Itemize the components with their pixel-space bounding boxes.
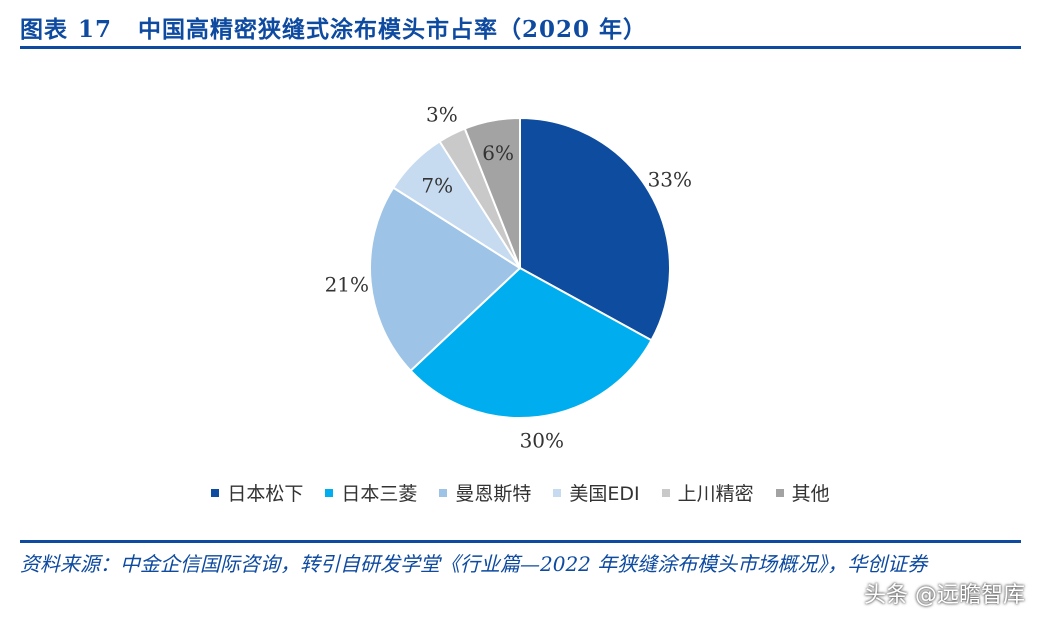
title-divider [20, 46, 1021, 49]
figure-label: 图表 [20, 16, 68, 43]
legend-item-1: 日本三菱 [325, 479, 417, 506]
slice-label-2: 21% [325, 272, 369, 296]
pie-chart: 33% 30% 21% 7% 3% 6% [325, 103, 692, 453]
legend-item-5: 其他 [775, 479, 830, 506]
pie-slice-2 [369, 186, 522, 373]
legend-item-0: 日本松下 [211, 479, 303, 506]
legend-label-3: 美国EDI [569, 483, 640, 505]
legend-item-4: 上川精密 [661, 479, 754, 506]
slice-label-4: 3% [426, 103, 458, 127]
legend-label-1: 日本三菱 [341, 483, 418, 505]
chart-title: 中国高精密狭缝式涂布模头市占率（2020 年） [138, 16, 648, 43]
source-note: 资料来源：中金企信国际咨询，转引自研发学堂《行业篇—2022 年狭缝涂布模头市场… [20, 552, 928, 576]
legend-item-2: 曼恩斯特 [439, 479, 531, 506]
watermark: 头条 @远瞻智库 [864, 583, 1025, 608]
slice-label-5: 6% [482, 141, 514, 165]
legend-swatch-4 [661, 488, 670, 497]
pie-slice-0 [519, 116, 671, 342]
source-divider [20, 540, 1021, 543]
slice-label-3: 7% [421, 173, 453, 197]
legend-swatch-1 [325, 488, 334, 497]
slice-label-0: 33% [648, 167, 692, 191]
legend-swatch-2 [439, 488, 448, 497]
legend-label-5: 其他 [791, 483, 830, 505]
legend-swatch-5 [775, 488, 784, 497]
legend-label-0: 日本松下 [227, 483, 304, 505]
slice-label-1: 30% [520, 429, 564, 453]
pie-slice-5 [463, 116, 521, 269]
legend-item-3: 美国EDI [553, 479, 640, 506]
legend-swatch-3 [553, 488, 562, 497]
figure-title: 图表 17 中国高精密狭缝式涂布模头市占率（2020 年） [20, 10, 647, 44]
chart-legend: 日本松下 日本三菱 曼恩斯特 美国EDI 上川精密 其他 [0, 479, 1041, 506]
legend-label-4: 上川精密 [677, 483, 754, 505]
legend-swatch-0 [211, 488, 220, 497]
figure-number: 17 [78, 16, 113, 43]
legend-label-2: 曼恩斯特 [455, 483, 532, 505]
pie-slice-1 [409, 266, 653, 419]
